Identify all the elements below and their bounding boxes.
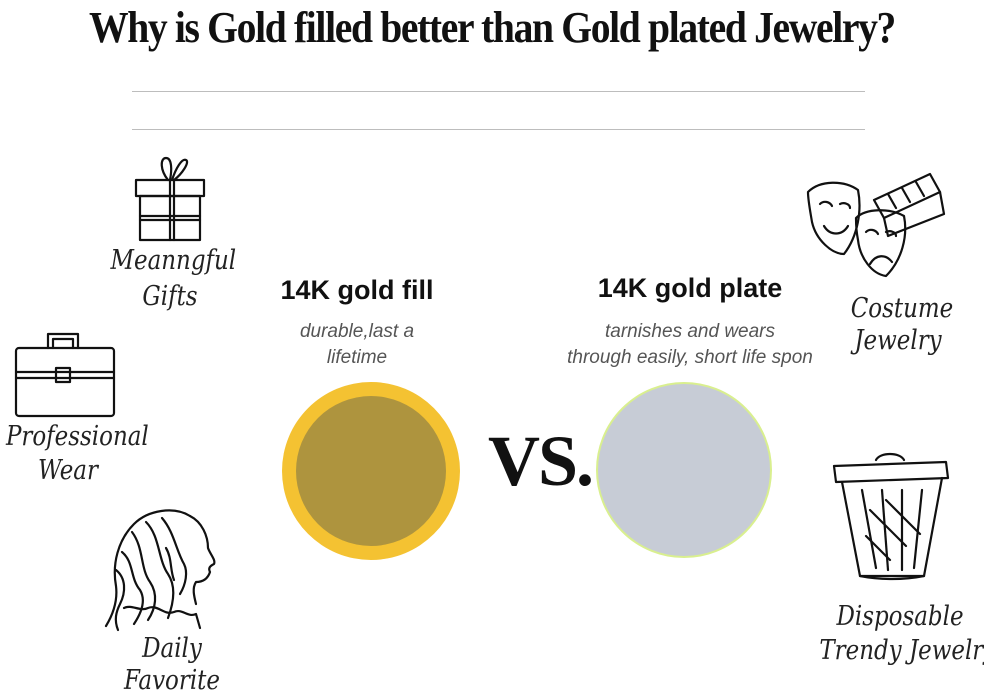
gold-plate-disc (596, 382, 772, 558)
caption-daily-line2: Favorite (124, 665, 220, 696)
caption-work-line2: Wear (38, 455, 98, 486)
theater-masks-icon (806, 172, 946, 278)
gold-plate-desc-line2: through easily, short life spon (567, 347, 813, 368)
divider-top (132, 91, 865, 92)
divider-bottom (132, 129, 865, 130)
caption-gifts-line2: Gifts (142, 281, 198, 312)
caption-work-line1: Professional (5, 421, 149, 452)
trash-can-icon (832, 452, 950, 581)
gold-fill-core (296, 396, 446, 546)
vs-label: VS. (487, 421, 594, 501)
gift-icon (134, 156, 206, 242)
caption-disposable-line1: Disposable (836, 601, 964, 632)
gold-fill-desc-line1: durable,last a (299, 321, 415, 342)
caption-gifts-line1: Meanngful (110, 245, 237, 276)
gold-plate-heading: 14K gold plate (597, 273, 783, 303)
gold-plate-desc-line1: tarnishes and wears (604, 321, 776, 342)
caption-costume-line1: Costume (850, 293, 954, 324)
caption-daily-line1: Daily (142, 633, 202, 664)
briefcase-icon (14, 332, 116, 418)
caption-disposable-line2: Trendy Jewelry (819, 635, 984, 666)
gold-fill-desc-line2: lifetime (326, 347, 388, 368)
woman-profile-icon (104, 509, 216, 632)
page-title: Why is Gold filled better than Gold plat… (88, 3, 896, 52)
gold-fill-heading: 14K gold fill (280, 275, 434, 305)
caption-costume-line2: Jewelry (854, 325, 942, 356)
